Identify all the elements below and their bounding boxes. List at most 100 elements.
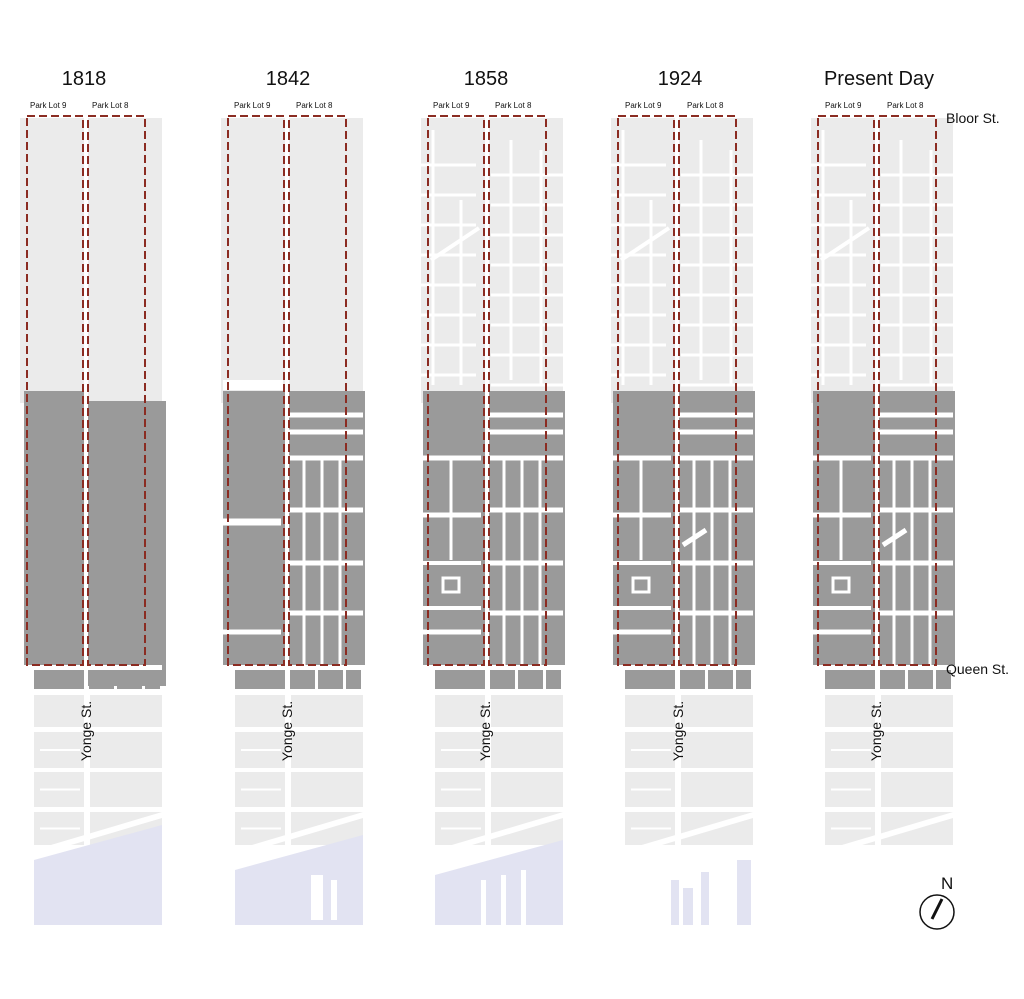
park-lot-8-label: Park Lot 8	[887, 101, 924, 110]
park-lot-9-boundary	[26, 115, 84, 666]
park-lot-8-label: Park Lot 8	[687, 101, 724, 110]
park-lot-8-boundary	[87, 115, 146, 666]
yonge-street	[84, 118, 88, 698]
year-title-1818: 1818	[61, 68, 107, 90]
developed-block	[518, 670, 543, 689]
yonge-street	[875, 118, 879, 698]
city-block	[34, 695, 84, 727]
city-block	[235, 695, 285, 727]
developed-block	[235, 670, 285, 689]
street-line	[819, 226, 871, 262]
park-lot-9-boundary	[617, 115, 675, 666]
year-title-present-day: Present Day	[823, 68, 935, 90]
developed-block	[880, 670, 905, 689]
city-block	[881, 732, 953, 768]
bloor-street-label: Bloor St.	[946, 110, 1000, 126]
park-lot-9-boundary	[227, 115, 285, 666]
queen-street	[611, 665, 753, 670]
city-block-outline	[441, 576, 461, 594]
park-lot-9-boundary	[817, 115, 875, 666]
street-line	[881, 527, 908, 548]
rail-corridor	[34, 812, 162, 856]
city-block	[881, 772, 953, 807]
city-block	[291, 732, 363, 768]
street-line	[681, 527, 708, 548]
park-lot-9-label: Park Lot 9	[234, 101, 271, 110]
pier	[311, 875, 323, 920]
city-block	[90, 695, 162, 727]
lake-ontario-water	[435, 840, 563, 925]
developed-block	[825, 670, 875, 689]
park-lot-9-label: Park Lot 9	[30, 101, 67, 110]
city-block	[491, 772, 563, 807]
city-block	[491, 732, 563, 768]
park-lot-8-label: Park Lot 8	[92, 101, 129, 110]
developed-block	[117, 670, 142, 689]
undeveloped-area	[20, 118, 162, 403]
developed-block	[145, 670, 160, 689]
developed-block	[34, 670, 84, 689]
queen-street	[421, 665, 563, 670]
rail-corridor	[235, 812, 363, 856]
developed-block	[89, 670, 114, 689]
lake-ontario-water	[737, 860, 751, 925]
city-block	[625, 695, 675, 727]
lake-ontario-water	[671, 880, 679, 925]
street-gap	[223, 380, 283, 390]
year-title-1924: 1924	[657, 68, 703, 90]
rail-corridor	[625, 812, 753, 856]
city-block-outline	[631, 576, 651, 594]
lake-ontario-water	[34, 825, 162, 925]
park-lot-8-boundary	[288, 115, 347, 666]
pier	[521, 870, 526, 925]
city-block	[291, 772, 363, 807]
park-lot-9-label: Park Lot 9	[433, 101, 470, 110]
park-lot-8-label: Park Lot 8	[495, 101, 532, 110]
developed-block	[936, 670, 951, 689]
park-lot-8-boundary	[488, 115, 547, 666]
lake-ontario-water	[701, 872, 709, 925]
street-line	[429, 226, 481, 262]
pier	[481, 880, 486, 925]
yonge-street-label: Yonge St.	[477, 700, 494, 762]
lake-ontario-water	[683, 888, 693, 925]
developed-block	[625, 670, 675, 689]
city-block	[90, 732, 162, 768]
city-block	[681, 772, 753, 807]
yonge-street	[675, 118, 679, 698]
city-block	[491, 695, 563, 727]
city-block	[291, 695, 363, 727]
queen-street	[221, 665, 363, 670]
rail-corridor	[435, 812, 563, 856]
pier	[501, 875, 506, 925]
developed-block	[24, 391, 85, 665]
developed-block	[708, 670, 733, 689]
city-block	[681, 695, 753, 727]
city-block	[881, 695, 953, 727]
developed-block	[546, 670, 561, 689]
city-block	[90, 772, 162, 807]
developed-block	[88, 401, 166, 686]
undeveloped-area	[221, 118, 363, 403]
city-block-outline	[831, 576, 851, 594]
developed-block	[908, 670, 933, 689]
queen-street-label: Queen St.	[946, 661, 1010, 677]
yonge-street	[285, 118, 289, 698]
developed-block	[680, 670, 705, 689]
developed-block	[490, 670, 515, 689]
yonge-street	[485, 118, 489, 698]
rail-corridor	[825, 812, 953, 856]
park-lot-9-boundary	[427, 115, 485, 666]
yonge-street-label: Yonge St.	[670, 700, 687, 762]
developed-block	[736, 670, 751, 689]
compass-n-label: N	[941, 874, 954, 893]
developed-block	[290, 670, 315, 689]
park-lot-9-label: Park Lot 9	[625, 101, 662, 110]
city-block	[825, 695, 875, 727]
developed-block	[318, 670, 343, 689]
park-lot-8-label: Park Lot 8	[296, 101, 333, 110]
queen-street	[811, 665, 953, 670]
year-title-1858: 1858	[463, 68, 509, 90]
year-title-1842: 1842	[265, 68, 311, 90]
